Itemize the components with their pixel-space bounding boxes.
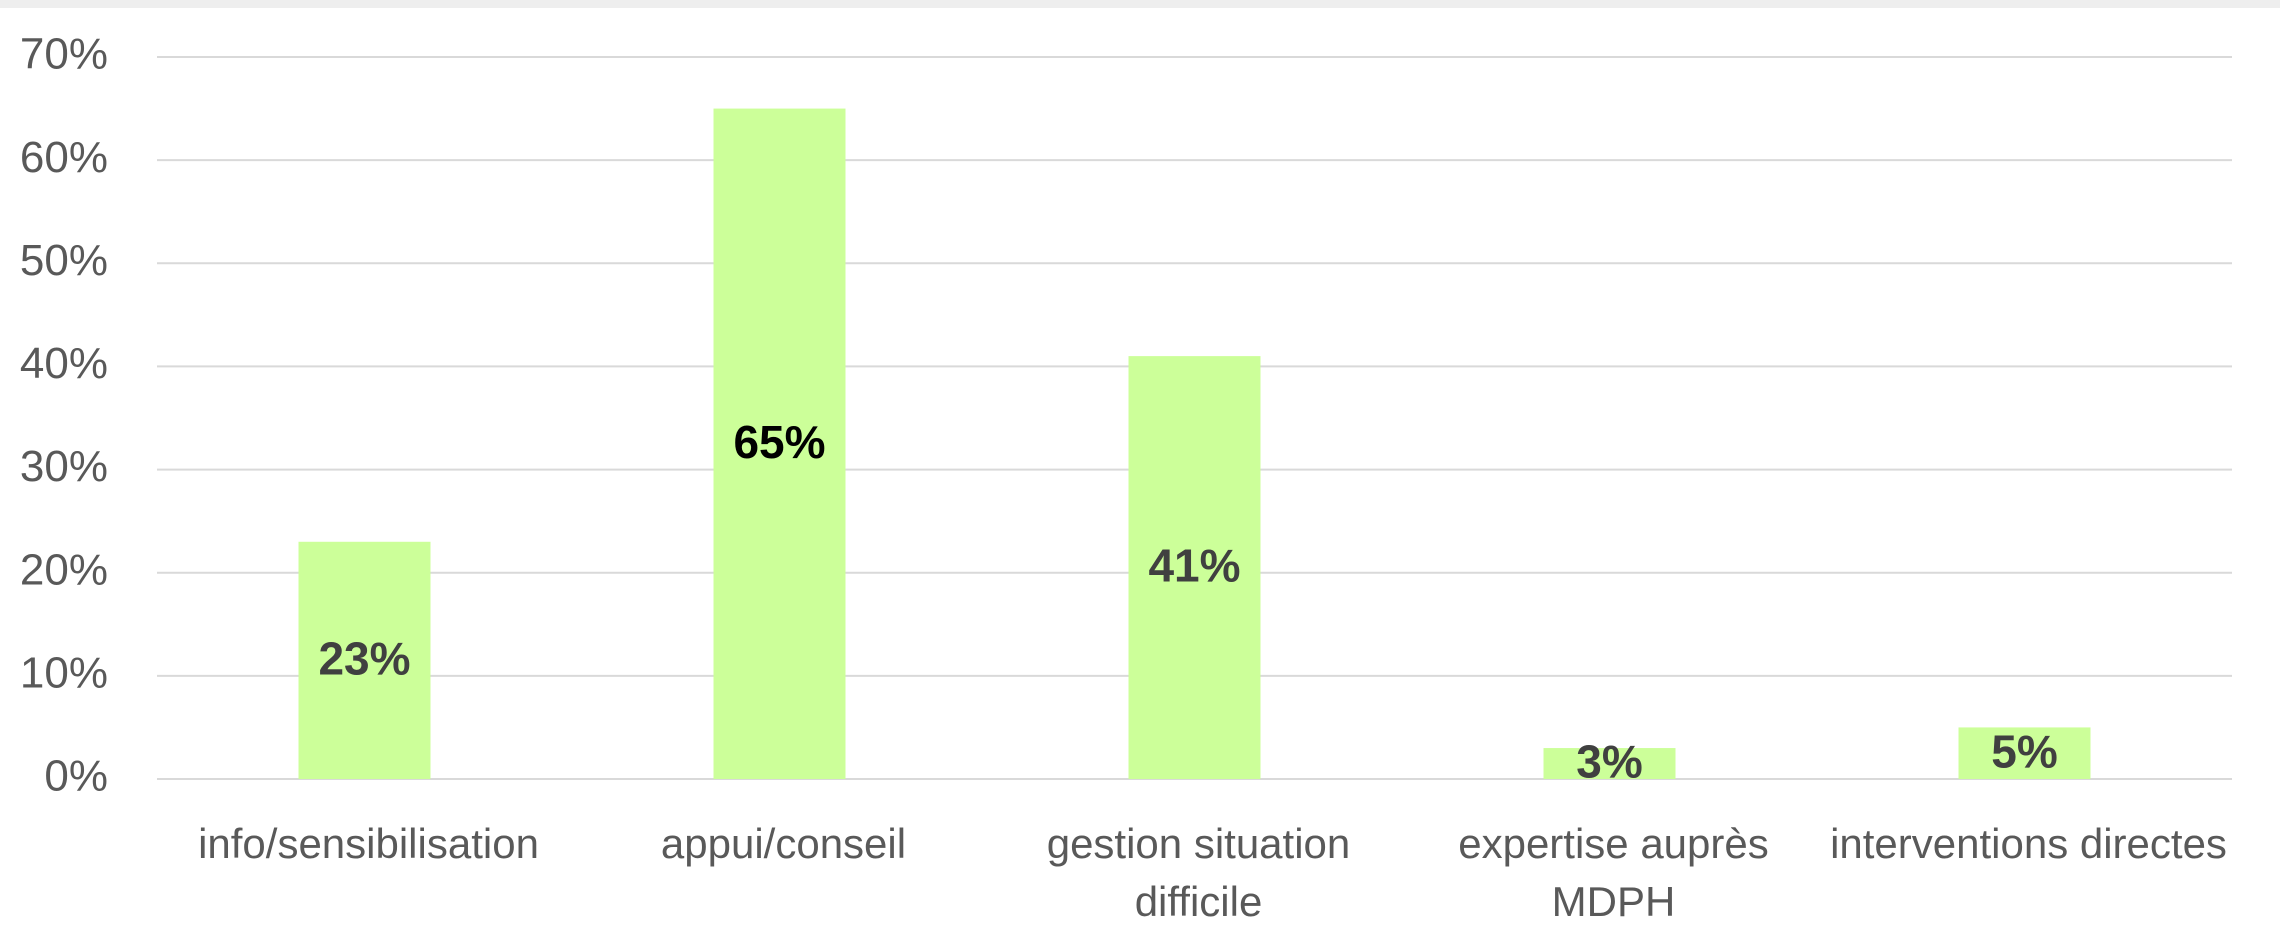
x-tick-label: interventions directes bbox=[1830, 820, 2227, 867]
data-label: 41% bbox=[1148, 540, 1240, 592]
x-tick-label: appui/conseil bbox=[660, 820, 907, 867]
data-label: 65% bbox=[733, 416, 825, 468]
y-tick-label: 10% bbox=[20, 648, 108, 697]
y-tick-label: 70% bbox=[20, 30, 108, 79]
top-strip bbox=[0, 0, 2280, 8]
x-tick-label: gestion situation difficile bbox=[1046, 820, 1351, 925]
bar bbox=[298, 541, 431, 779]
y-tick-label: 20% bbox=[20, 545, 108, 594]
bar bbox=[713, 108, 846, 780]
x-tick-label: expertise auprès MDPH bbox=[1458, 820, 1769, 925]
y-tick-label: 0% bbox=[44, 752, 108, 801]
y-tick-label: 30% bbox=[20, 442, 108, 491]
x-tick-label: info/sensibilisation bbox=[198, 820, 539, 867]
bar bbox=[1128, 356, 1261, 779]
bar bbox=[1543, 748, 1676, 779]
y-tick-label: 50% bbox=[20, 236, 108, 285]
y-tick-label: 60% bbox=[20, 133, 108, 182]
data-label: 23% bbox=[318, 633, 410, 685]
bar bbox=[1958, 727, 2091, 779]
y-tick-label: 40% bbox=[20, 339, 108, 388]
data-label: 5% bbox=[1991, 725, 2057, 777]
data-label: 3% bbox=[1576, 736, 1642, 788]
